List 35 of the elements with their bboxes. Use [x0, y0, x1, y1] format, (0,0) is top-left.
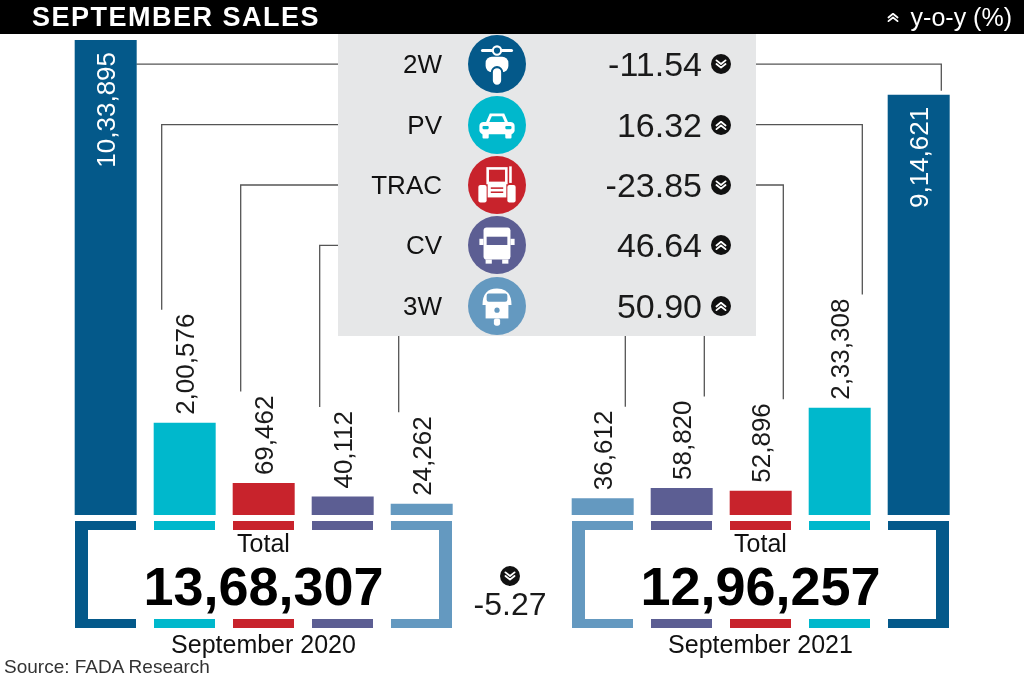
data-label: 36,612	[587, 410, 618, 491]
data-label: 40,112	[327, 410, 358, 489]
bar	[571, 498, 634, 515]
bar	[311, 496, 374, 515]
bar	[650, 487, 713, 515]
x-axis-title: September 2020	[171, 630, 356, 658]
bar	[808, 407, 871, 515]
bar	[74, 40, 137, 515]
data-label: 9,14,621	[903, 106, 934, 209]
bar	[390, 503, 453, 515]
data-label: 58,820	[666, 400, 697, 480]
data-label: 24,262	[406, 416, 437, 496]
text: -5.27	[473, 586, 547, 622]
category-label: PV	[407, 109, 442, 140]
category-label: 2W	[403, 49, 442, 80]
data-label: -11.54	[608, 45, 702, 84]
data-label: 69,462	[248, 395, 279, 476]
category-label: CV	[405, 230, 442, 261]
category-label: 3W	[403, 290, 442, 321]
category-label: TRAC	[371, 170, 442, 200]
bar	[729, 490, 792, 515]
bar	[153, 422, 216, 515]
data-label: 10,33,895	[90, 52, 121, 168]
bar	[887, 94, 950, 515]
x-axis-title: September 2021	[668, 630, 853, 658]
text: y-o-y (%)	[910, 3, 1012, 31]
data-label: -23.85	[605, 166, 702, 204]
data-label: 16.32	[616, 105, 702, 144]
data-label: 46.64	[616, 226, 702, 265]
data-label: 50.90	[616, 286, 702, 325]
data-label: 52,896	[745, 403, 776, 483]
data-label: 2,33,308	[824, 298, 855, 400]
bar	[232, 483, 295, 515]
data-label: 2,00,576	[169, 313, 200, 415]
chart-title: SEPTEMBER SALES	[32, 2, 321, 32]
